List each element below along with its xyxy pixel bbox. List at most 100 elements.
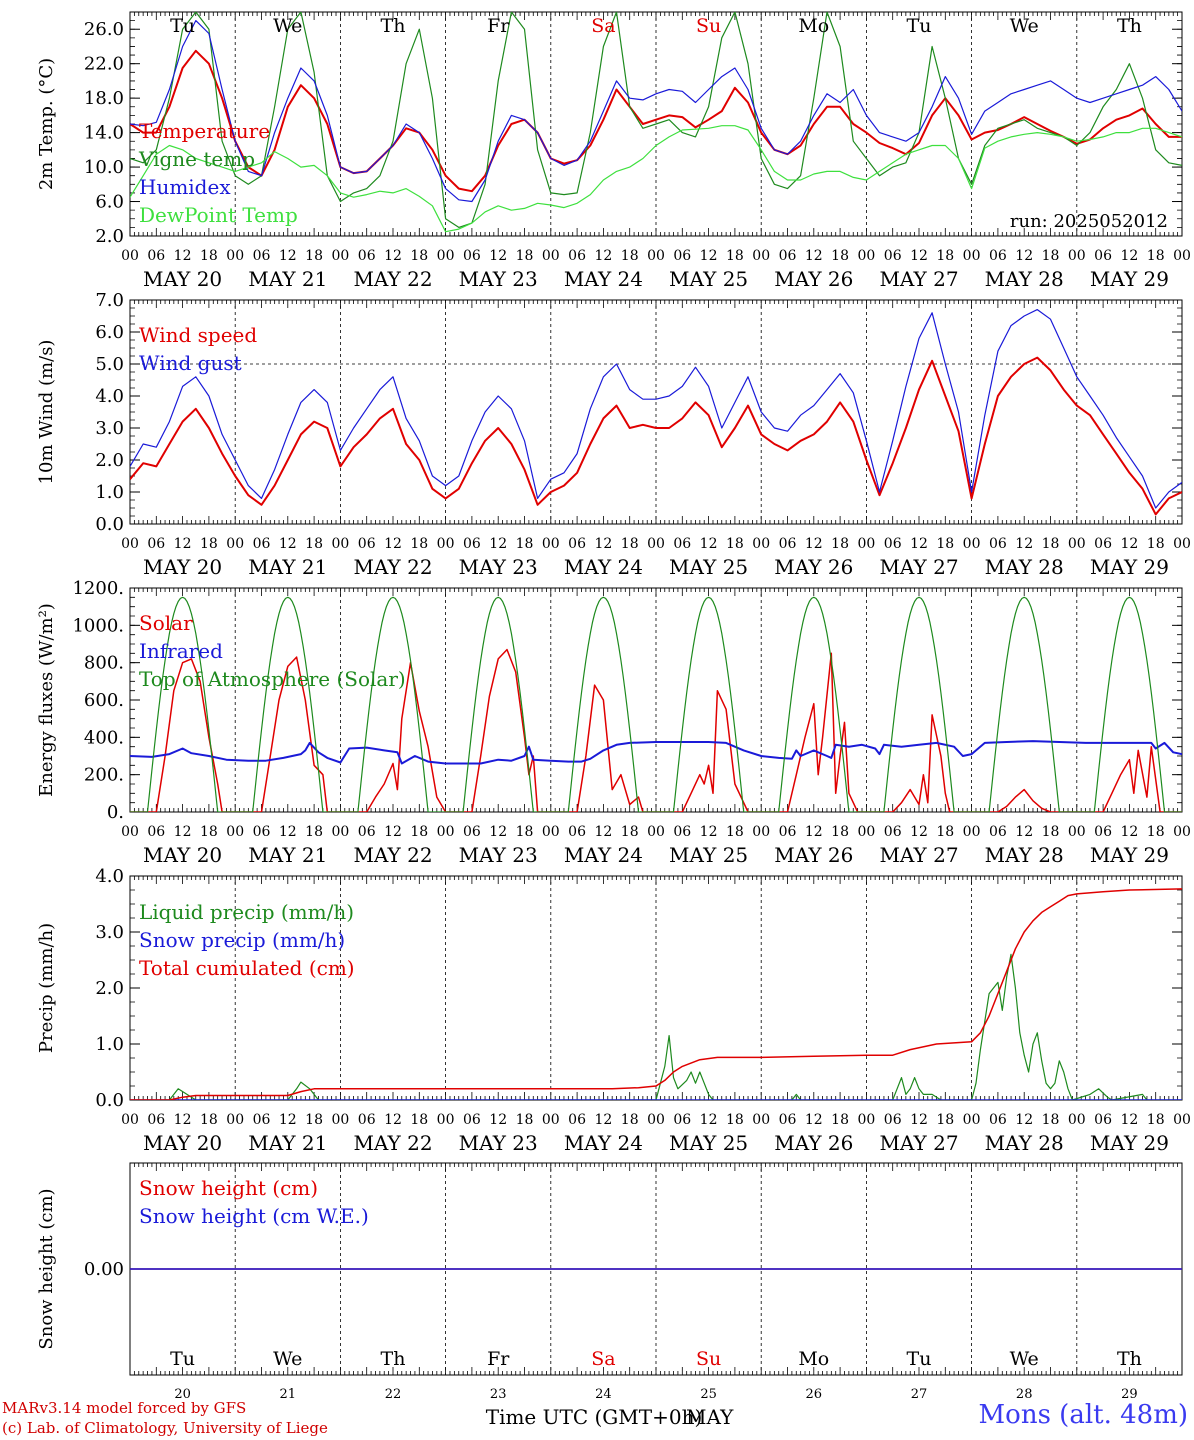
x-axis-ticks bbox=[129, 12, 1183, 236]
date-label: MAY 29 bbox=[1090, 555, 1169, 579]
weekday-label: We bbox=[1010, 15, 1039, 37]
hour-tick-label: 12 bbox=[384, 1112, 402, 1128]
date-label: MAY 20 bbox=[143, 1131, 222, 1155]
hour-tick-label: 00 bbox=[1068, 1112, 1086, 1128]
hour-tick-label: 18 bbox=[936, 248, 954, 264]
hour-tick-label: 00 bbox=[331, 1112, 349, 1128]
weekday-label: Sa bbox=[591, 15, 615, 37]
hour-tick-label: 06 bbox=[463, 248, 481, 264]
hour-tick-label: 00 bbox=[857, 248, 875, 264]
y-tick-label: 200. bbox=[84, 765, 124, 786]
y-tick-label: 3.0 bbox=[95, 922, 124, 943]
hour-tick-label: 00 bbox=[647, 248, 665, 264]
hour-tick-label: 06 bbox=[1094, 536, 1112, 552]
hour-tick-label: 00 bbox=[1173, 824, 1191, 840]
hour-tick-label: 18 bbox=[1042, 824, 1060, 840]
hour-tick-label: 18 bbox=[1147, 1112, 1165, 1128]
hour-tick-label: 00 bbox=[121, 536, 139, 552]
hour-tick-label: 12 bbox=[1120, 536, 1138, 552]
hour-tick-label: 18 bbox=[1147, 536, 1165, 552]
hour-tick-label: 06 bbox=[147, 248, 165, 264]
hour-tick-label: 18 bbox=[621, 824, 639, 840]
hour-tick-label: 06 bbox=[568, 824, 586, 840]
hour-tick-label: 06 bbox=[673, 824, 691, 840]
weekday-label: Tu bbox=[907, 15, 932, 37]
hour-tick-label: 00 bbox=[1173, 248, 1191, 264]
hour-tick-label: 00 bbox=[752, 1112, 770, 1128]
hour-tick-label: 12 bbox=[594, 1112, 612, 1128]
weekday-label: Sa bbox=[591, 1348, 615, 1370]
legend-entry: Liquid precip (mm/h) bbox=[139, 900, 354, 924]
hour-tick-label: 18 bbox=[621, 1112, 639, 1128]
legend-entry: Solar bbox=[139, 611, 193, 635]
hour-tick-label: 06 bbox=[673, 1112, 691, 1128]
series-line-humidex bbox=[130, 20, 1182, 203]
hour-tick-label: 06 bbox=[147, 536, 165, 552]
date-label: MAY 22 bbox=[353, 555, 432, 579]
hour-tick-label: 00 bbox=[963, 824, 981, 840]
day-number: 20 bbox=[174, 1387, 191, 1402]
day-number: 27 bbox=[911, 1387, 928, 1402]
date-label: MAY 23 bbox=[459, 843, 538, 867]
y-tick-label: 7.0 bbox=[95, 290, 124, 311]
weekday-label: We bbox=[1010, 1348, 1039, 1370]
hour-tick-label: 00 bbox=[121, 1112, 139, 1128]
hour-tick-label: 12 bbox=[174, 248, 192, 264]
hour-tick-label: 12 bbox=[594, 248, 612, 264]
hour-tick-label: 06 bbox=[147, 824, 165, 840]
panel-snow: 0.00 Snow height (cm) Snow height (cm) Snow… bbox=[36, 1162, 1183, 1429]
date-label: MAY 23 bbox=[459, 555, 538, 579]
hour-tick-label: 18 bbox=[1147, 248, 1165, 264]
hour-tick-label: 06 bbox=[884, 824, 902, 840]
legend-entry: Humidex bbox=[139, 175, 231, 199]
legend-entry: Wind gust bbox=[139, 351, 242, 375]
y-tick-label: 0.0 bbox=[95, 514, 124, 535]
y-tick-label: 800. bbox=[84, 653, 124, 674]
hour-tick-label: 06 bbox=[358, 1112, 376, 1128]
hour-tick-label: 00 bbox=[1068, 824, 1086, 840]
date-label: MAY 25 bbox=[669, 267, 748, 291]
hour-tick-label: 12 bbox=[594, 536, 612, 552]
hour-tick-label: 12 bbox=[594, 824, 612, 840]
hour-tick-label: 12 bbox=[489, 824, 507, 840]
hour-tick-label: 00 bbox=[542, 248, 560, 264]
hour-tick-label: 18 bbox=[936, 824, 954, 840]
y-axis-label: Precip (mm/h) bbox=[36, 923, 57, 1053]
weekday-label: Th bbox=[381, 1348, 406, 1370]
hour-tick-label: 12 bbox=[1120, 248, 1138, 264]
panel-energy: 0. 200. 400. 600. 800. 1000. 1200. Energy fluxe… bbox=[36, 578, 1191, 867]
series-line-liquid-precip-mm-h- bbox=[130, 953, 1182, 1100]
weekday-label: We bbox=[273, 1348, 302, 1370]
hour-tick-label: 18 bbox=[936, 536, 954, 552]
hour-tick-label: 12 bbox=[384, 248, 402, 264]
run-annotation: run: 2025052012 bbox=[1010, 211, 1168, 232]
hour-tick-label: 18 bbox=[1147, 824, 1165, 840]
date-label: MAY 22 bbox=[353, 267, 432, 291]
lab-credit: (c) Lab. of Climatology, University of L… bbox=[2, 1419, 328, 1437]
day-number: 25 bbox=[700, 1387, 717, 1402]
hour-tick-label: 18 bbox=[200, 248, 218, 264]
date-label: MAY 21 bbox=[248, 843, 327, 867]
hour-tick-label: 00 bbox=[542, 1112, 560, 1128]
hour-tick-label: 12 bbox=[805, 1112, 823, 1128]
hour-tick-label: 00 bbox=[857, 1112, 875, 1128]
hour-tick-label: 00 bbox=[226, 536, 244, 552]
y-minor-ticks bbox=[130, 299, 1182, 525]
series-line-wind-gust bbox=[130, 309, 1182, 509]
hour-tick-label: 06 bbox=[779, 536, 797, 552]
hour-tick-label: 18 bbox=[200, 536, 218, 552]
hour-tick-label: 12 bbox=[279, 248, 297, 264]
hour-tick-label: 00 bbox=[1068, 536, 1086, 552]
hour-tick-label: 12 bbox=[910, 824, 928, 840]
station-name: Mons (alt. 48m) bbox=[978, 1400, 1188, 1430]
hour-tick-label: 06 bbox=[253, 536, 271, 552]
plot-frame bbox=[129, 299, 1183, 525]
hour-tick-label: 12 bbox=[1015, 248, 1033, 264]
legend-entry: Infrared bbox=[139, 639, 223, 663]
date-label: MAY 23 bbox=[459, 267, 538, 291]
hour-tick-label: 00 bbox=[963, 1112, 981, 1128]
date-label: MAY 28 bbox=[985, 1131, 1064, 1155]
hour-tick-label: 12 bbox=[1015, 536, 1033, 552]
legend-entry: Total cumulated (cm) bbox=[139, 956, 355, 980]
